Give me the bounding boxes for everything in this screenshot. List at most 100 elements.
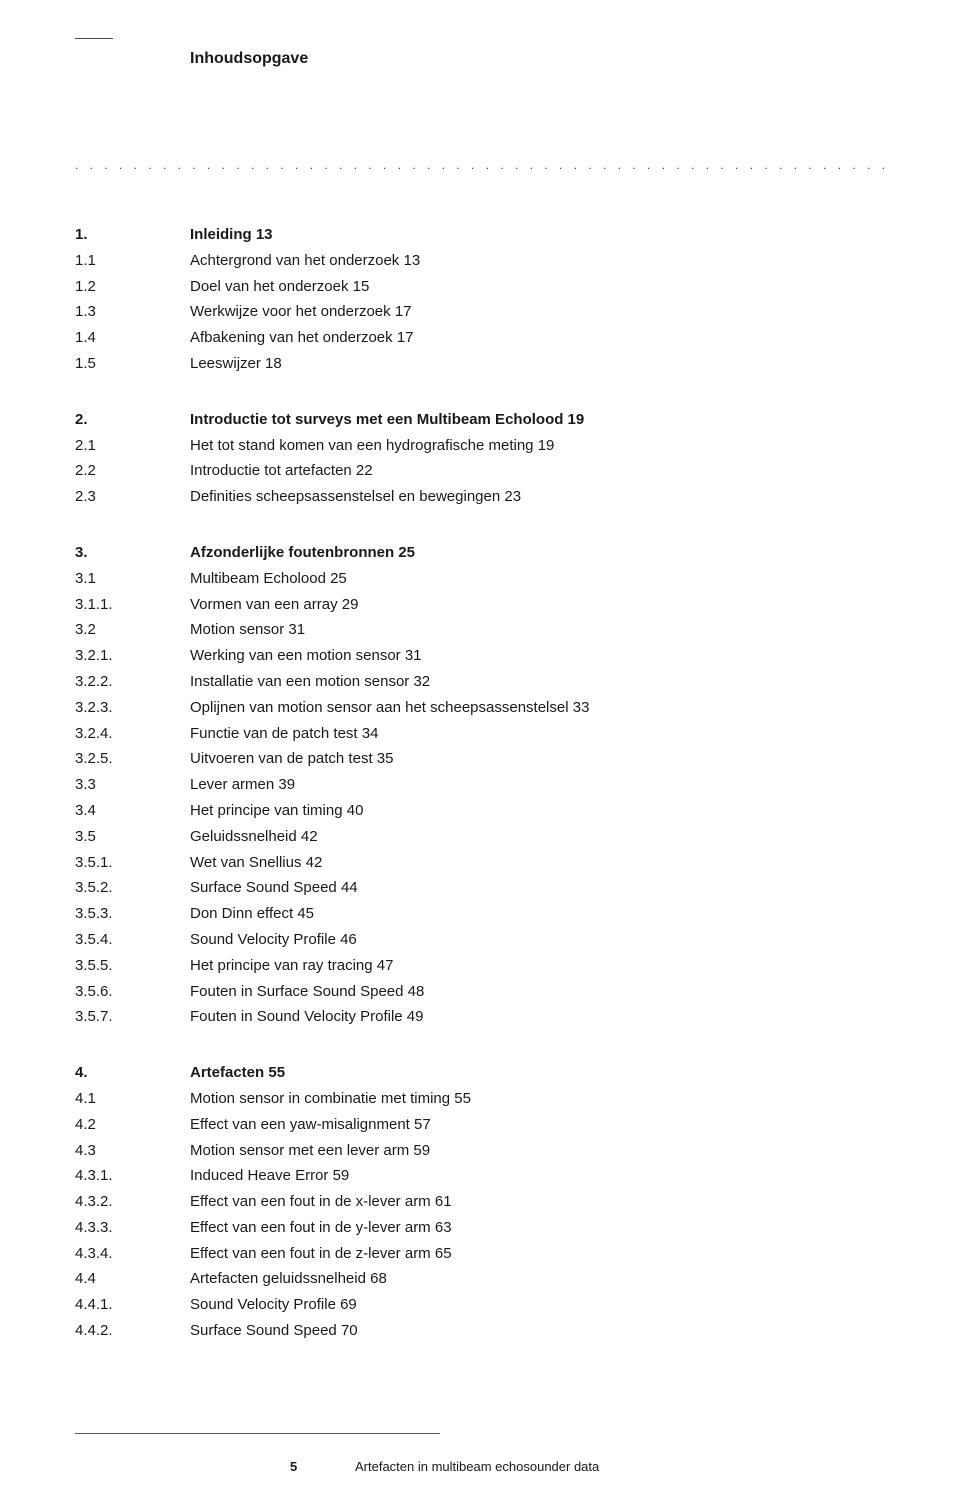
toc-item: 3.1.1.Vormen van een array 29 <box>75 592 885 618</box>
toc-text: Afzonderlijke foutenbronnen 25 <box>190 540 885 566</box>
toc-heading: 2. Introductie tot surveys met een Multi… <box>75 407 885 433</box>
toc-item: 3.2.1.Werking van een motion sensor 31 <box>75 643 885 669</box>
toc-num: 3.2.4. <box>75 721 190 747</box>
toc-num: 3.2.1. <box>75 643 190 669</box>
toc-item: 3.2.2.Installatie van een motion sensor … <box>75 669 885 695</box>
top-rule <box>75 38 113 39</box>
toc-section: 2. Introductie tot surveys met een Multi… <box>75 407 885 510</box>
toc-item: 3.2.3.Oplijnen van motion sensor aan het… <box>75 695 885 721</box>
toc-text: Motion sensor 31 <box>190 617 885 643</box>
toc-text: Het principe van ray tracing 47 <box>190 953 885 979</box>
toc-num: 4.1 <box>75 1086 190 1112</box>
toc-num: 1.3 <box>75 299 190 325</box>
toc-num: 3.5.1. <box>75 850 190 876</box>
toc-num: 3.4 <box>75 798 190 824</box>
toc-num: 1. <box>75 222 190 248</box>
toc-num: 3. <box>75 540 190 566</box>
page-title-row: Inhoudsopgave <box>75 50 885 68</box>
toc-text: Afbakening van het onderzoek 17 <box>190 325 885 351</box>
toc-num: 3.2.2. <box>75 669 190 695</box>
toc-item: 4.3.3.Effect van een fout in de y-lever … <box>75 1215 885 1241</box>
toc-num: 3.5 <box>75 824 190 850</box>
toc-item: 4.3.4.Effect van een fout in de z-lever … <box>75 1241 885 1267</box>
table-of-contents: 1. Inleiding 13 1.1Achtergrond van het o… <box>75 222 885 1344</box>
toc-text: Geluidssnelheid 42 <box>190 824 885 850</box>
toc-num: 3.1 <box>75 566 190 592</box>
toc-num: 4.2 <box>75 1112 190 1138</box>
toc-section: 3. Afzonderlijke foutenbronnen 25 3.1Mul… <box>75 540 885 1030</box>
toc-num: 3.5.3. <box>75 901 190 927</box>
toc-text: Motion sensor in combinatie met timing 5… <box>190 1086 885 1112</box>
toc-num: 3.5.4. <box>75 927 190 953</box>
toc-num: 4.4.2. <box>75 1318 190 1344</box>
toc-num: 4.4.1. <box>75 1292 190 1318</box>
toc-item: 4.3Motion sensor met een lever arm 59 <box>75 1138 885 1164</box>
toc-item: 2.3Definities scheepsassenstelsel en bew… <box>75 484 885 510</box>
toc-text: Effect van een yaw-misalignment 57 <box>190 1112 885 1138</box>
toc-item: 4.4Artefacten geluidssnelheid 68 <box>75 1266 885 1292</box>
toc-text: Vormen van een array 29 <box>190 592 885 618</box>
toc-item: 2.1Het tot stand komen van een hydrograf… <box>75 433 885 459</box>
footer-rule <box>75 1433 440 1434</box>
toc-num: 3.5.5. <box>75 953 190 979</box>
toc-item: 3.5.5.Het principe van ray tracing 47 <box>75 953 885 979</box>
toc-text: Introductie tot artefacten 22 <box>190 458 885 484</box>
toc-item: 2.2Introductie tot artefacten 22 <box>75 458 885 484</box>
toc-num: 2.3 <box>75 484 190 510</box>
toc-item: 3.5.6.Fouten in Surface Sound Speed 48 <box>75 979 885 1005</box>
toc-item: 3.3Lever armen 39 <box>75 772 885 798</box>
toc-num: 2.1 <box>75 433 190 459</box>
dotted-divider: . . . . . . . . . . . . . . . . . . . . … <box>75 158 885 172</box>
toc-item: 3.1Multibeam Echolood 25 <box>75 566 885 592</box>
toc-num: 2. <box>75 407 190 433</box>
toc-num: 3.5.7. <box>75 1004 190 1030</box>
toc-section: 1. Inleiding 13 1.1Achtergrond van het o… <box>75 222 885 377</box>
toc-text: Fouten in Surface Sound Speed 48 <box>190 979 885 1005</box>
toc-num: 3.2.5. <box>75 746 190 772</box>
toc-item: 4.4.1.Sound Velocity Profile 69 <box>75 1292 885 1318</box>
toc-text: Fouten in Sound Velocity Profile 49 <box>190 1004 885 1030</box>
toc-num: 4.4 <box>75 1266 190 1292</box>
toc-num: 3.1.1. <box>75 592 190 618</box>
toc-heading: 1. Inleiding 13 <box>75 222 885 248</box>
toc-text: Multibeam Echolood 25 <box>190 566 885 592</box>
toc-text: Installatie van een motion sensor 32 <box>190 669 885 695</box>
toc-text: Definities scheepsassenstelsel en bewegi… <box>190 484 885 510</box>
toc-text: Induced Heave Error 59 <box>190 1163 885 1189</box>
toc-text: Achtergrond van het onderzoek 13 <box>190 248 885 274</box>
toc-num: 3.5.2. <box>75 875 190 901</box>
toc-text: Lever armen 39 <box>190 772 885 798</box>
toc-num: 3.2.3. <box>75 695 190 721</box>
toc-item: 3.4Het principe van timing 40 <box>75 798 885 824</box>
toc-text: Leeswijzer 18 <box>190 351 885 377</box>
toc-num: 3.3 <box>75 772 190 798</box>
toc-num: 4.3.1. <box>75 1163 190 1189</box>
toc-num: 1.2 <box>75 274 190 300</box>
toc-num: 3.2 <box>75 617 190 643</box>
toc-item: 3.5.7.Fouten in Sound Velocity Profile 4… <box>75 1004 885 1030</box>
toc-num: 4.3.4. <box>75 1241 190 1267</box>
toc-text: Surface Sound Speed 70 <box>190 1318 885 1344</box>
toc-num: 1.1 <box>75 248 190 274</box>
toc-text: Uitvoeren van de patch test 35 <box>190 746 885 772</box>
footer: 5 Artefacten in multibeam echosounder da… <box>290 1459 599 1474</box>
toc-item: 3.5.1.Wet van Snellius 42 <box>75 850 885 876</box>
toc-item: 4.1Motion sensor in combinatie met timin… <box>75 1086 885 1112</box>
toc-item: 1.4Afbakening van het onderzoek 17 <box>75 325 885 351</box>
toc-item: 3.5Geluidssnelheid 42 <box>75 824 885 850</box>
toc-text: Sound Velocity Profile 69 <box>190 1292 885 1318</box>
toc-text: Sound Velocity Profile 46 <box>190 927 885 953</box>
toc-heading: 4. Artefacten 55 <box>75 1060 885 1086</box>
toc-num: 1.5 <box>75 351 190 377</box>
toc-text: Artefacten geluidssnelheid 68 <box>190 1266 885 1292</box>
toc-text: Inleiding 13 <box>190 222 885 248</box>
toc-item: 3.5.4.Sound Velocity Profile 46 <box>75 927 885 953</box>
toc-text: Motion sensor met een lever arm 59 <box>190 1138 885 1164</box>
toc-item: 1.2Doel van het onderzoek 15 <box>75 274 885 300</box>
toc-text: Werkwijze voor het onderzoek 17 <box>190 299 885 325</box>
toc-text: Effect van een fout in de z-lever arm 65 <box>190 1241 885 1267</box>
toc-num: 2.2 <box>75 458 190 484</box>
toc-num: 4.3 <box>75 1138 190 1164</box>
toc-num: 4.3.2. <box>75 1189 190 1215</box>
toc-text: Oplijnen van motion sensor aan het schee… <box>190 695 885 721</box>
